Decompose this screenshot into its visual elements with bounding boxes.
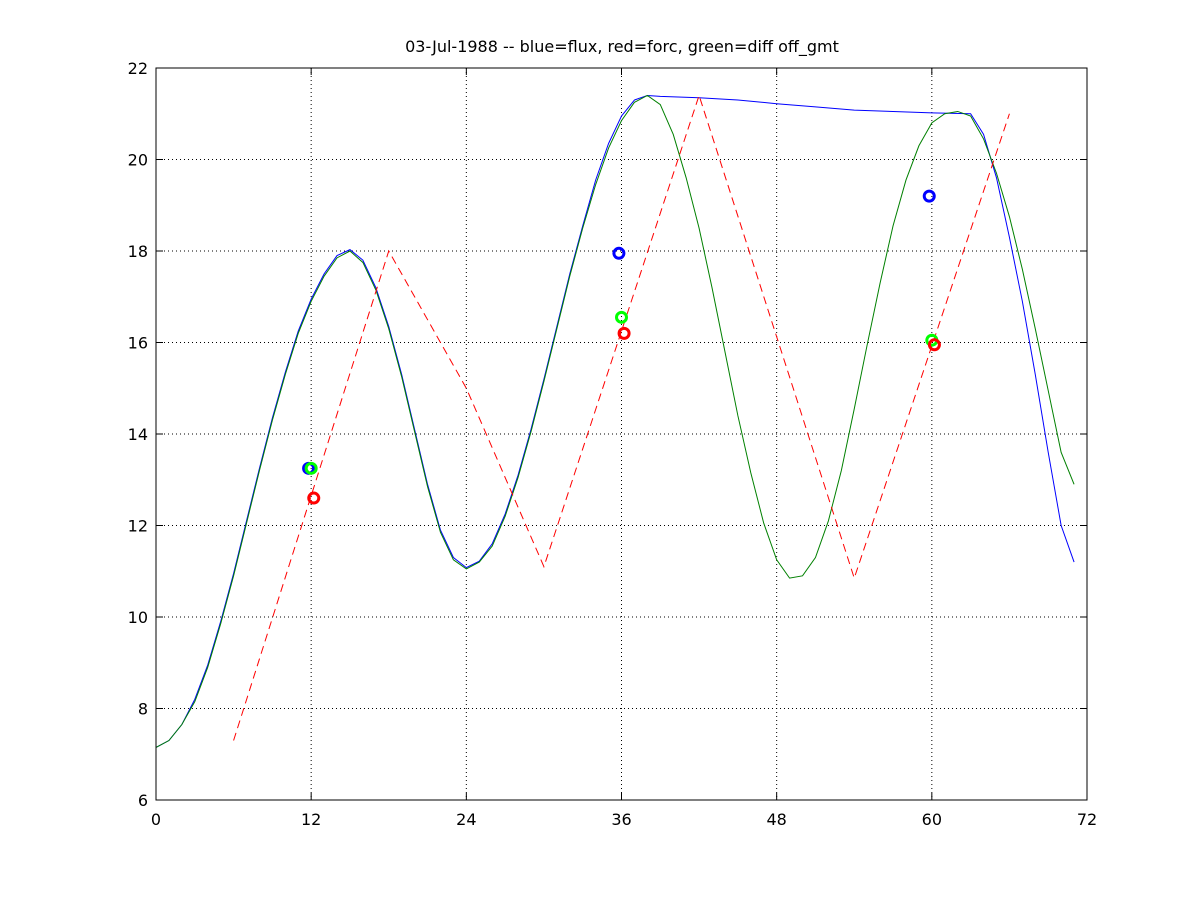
red-marker <box>927 338 941 352</box>
x-tick-label: 0 <box>151 810 161 829</box>
blue-marker <box>922 189 936 203</box>
x-tick-label: 72 <box>1077 810 1097 829</box>
green-marker <box>304 461 318 475</box>
red-series-line <box>233 93 1010 741</box>
blue-series-line <box>155 94 1075 748</box>
y-tick-label: 6 <box>138 791 148 810</box>
y-tick-label: 16 <box>128 334 148 353</box>
ticks: 0 12 24 36 48 60 72 6 8 10 12 14 16 18 20 22 <box>128 59 1098 829</box>
x-tick-label: 24 <box>456 810 476 829</box>
green-series-line <box>155 94 1075 748</box>
red-marker <box>307 491 321 505</box>
x-tick-label: 60 <box>922 810 942 829</box>
chart-title: 03-Jul-1988 -- blue=flux, red=forc, gree… <box>405 37 839 57</box>
y-tick-label: 18 <box>128 242 148 261</box>
red-marker <box>617 326 631 340</box>
y-tick-label: 10 <box>128 608 148 627</box>
y-tick-label: 22 <box>128 59 148 78</box>
y-tick-label: 8 <box>138 700 148 719</box>
y-tick-label: 14 <box>128 425 148 444</box>
y-tick-label: 20 <box>128 151 148 170</box>
blue-marker <box>612 246 626 260</box>
series-layer <box>155 93 1075 748</box>
y-tick-label: 12 <box>128 517 148 536</box>
green-marker <box>615 310 628 324</box>
marker-layer <box>302 189 941 505</box>
x-tick-label: 12 <box>301 810 321 829</box>
x-tick-label: 48 <box>766 810 786 829</box>
x-tick-label: 36 <box>611 810 631 829</box>
